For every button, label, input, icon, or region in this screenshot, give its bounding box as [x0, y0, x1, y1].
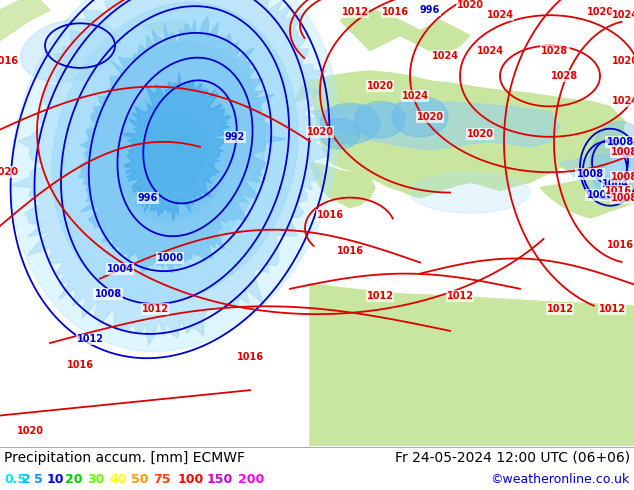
Polygon shape	[11, 0, 339, 351]
Text: 1012: 1012	[446, 291, 474, 301]
Text: 20: 20	[65, 473, 82, 487]
Text: 1028: 1028	[552, 71, 579, 81]
Text: 1028: 1028	[541, 46, 569, 56]
Polygon shape	[310, 162, 375, 208]
Text: 1008: 1008	[586, 190, 614, 199]
Text: 1020: 1020	[417, 112, 444, 122]
Text: 992: 992	[225, 132, 245, 142]
Polygon shape	[21, 19, 119, 82]
Polygon shape	[590, 122, 634, 203]
Polygon shape	[122, 73, 231, 221]
Text: 1020: 1020	[586, 7, 614, 17]
Text: 1020: 1020	[456, 0, 484, 10]
Text: 1020: 1020	[0, 167, 18, 177]
Text: 1016: 1016	[337, 246, 363, 256]
Polygon shape	[85, 42, 265, 262]
Polygon shape	[310, 284, 634, 446]
Text: 1012: 1012	[598, 304, 626, 314]
Polygon shape	[295, 81, 315, 101]
Polygon shape	[52, 2, 298, 302]
Text: 1004: 1004	[602, 179, 628, 190]
Text: 1024: 1024	[432, 51, 458, 61]
Text: 1008: 1008	[94, 289, 122, 299]
Polygon shape	[142, 112, 208, 192]
Polygon shape	[0, 0, 50, 41]
Text: 100: 100	[178, 473, 204, 487]
Text: 1008: 1008	[611, 172, 634, 182]
Text: 1012: 1012	[366, 291, 394, 301]
Polygon shape	[392, 96, 448, 137]
Text: 30: 30	[87, 473, 105, 487]
Text: 10: 10	[47, 473, 65, 487]
Text: 150: 150	[207, 473, 233, 487]
Text: 1012: 1012	[77, 335, 103, 344]
Text: 5: 5	[34, 473, 42, 487]
Text: 1016: 1016	[607, 240, 633, 250]
Text: 200: 200	[238, 473, 264, 487]
Text: 1008: 1008	[611, 193, 634, 202]
Polygon shape	[340, 10, 470, 56]
Text: 1012: 1012	[547, 304, 574, 314]
Polygon shape	[140, 20, 190, 35]
Text: 50: 50	[131, 473, 148, 487]
Text: 1016: 1016	[382, 7, 408, 17]
Text: Fr 24-05-2024 12:00 UTC (06+06): Fr 24-05-2024 12:00 UTC (06+06)	[395, 451, 630, 465]
Text: 1016: 1016	[236, 352, 264, 362]
Polygon shape	[310, 71, 625, 197]
Polygon shape	[410, 172, 530, 213]
Polygon shape	[540, 172, 634, 218]
Text: 1008: 1008	[611, 147, 634, 157]
Polygon shape	[11, 0, 329, 346]
Text: 1012: 1012	[342, 7, 368, 17]
Text: 1000: 1000	[157, 253, 183, 264]
Text: 1016: 1016	[0, 56, 18, 66]
Text: 1020: 1020	[612, 56, 634, 66]
Text: 40: 40	[109, 473, 127, 487]
Text: 2: 2	[22, 473, 31, 487]
Polygon shape	[560, 147, 634, 193]
Polygon shape	[355, 101, 405, 138]
Text: 1024: 1024	[486, 10, 514, 20]
Text: 1008: 1008	[607, 137, 633, 147]
Text: 1020: 1020	[366, 81, 394, 91]
Text: 1016: 1016	[604, 186, 631, 196]
Text: 1024: 1024	[612, 97, 634, 106]
Text: 1024: 1024	[401, 91, 429, 101]
Text: 1020: 1020	[306, 127, 333, 137]
Text: 75: 75	[153, 473, 171, 487]
Polygon shape	[320, 119, 360, 149]
Text: 1004: 1004	[107, 264, 134, 273]
Polygon shape	[79, 17, 286, 274]
Text: 1020: 1020	[467, 129, 493, 139]
Polygon shape	[310, 101, 560, 150]
Text: 1020: 1020	[16, 426, 44, 436]
Text: 1024: 1024	[612, 10, 634, 20]
Text: 1008: 1008	[576, 170, 604, 179]
Text: 0.5: 0.5	[4, 473, 26, 487]
Text: ©weatheronline.co.uk: ©weatheronline.co.uk	[491, 473, 630, 487]
Text: 996: 996	[420, 5, 440, 15]
Text: 996: 996	[138, 193, 158, 202]
Text: 1016: 1016	[316, 210, 344, 220]
Text: Precipitation accum. [mm] ECMWF: Precipitation accum. [mm] ECMWF	[4, 451, 245, 465]
Text: 1012: 1012	[141, 304, 169, 314]
Polygon shape	[118, 82, 232, 222]
Text: 1024: 1024	[477, 46, 503, 56]
Polygon shape	[320, 103, 380, 144]
Text: 1016: 1016	[67, 360, 93, 370]
